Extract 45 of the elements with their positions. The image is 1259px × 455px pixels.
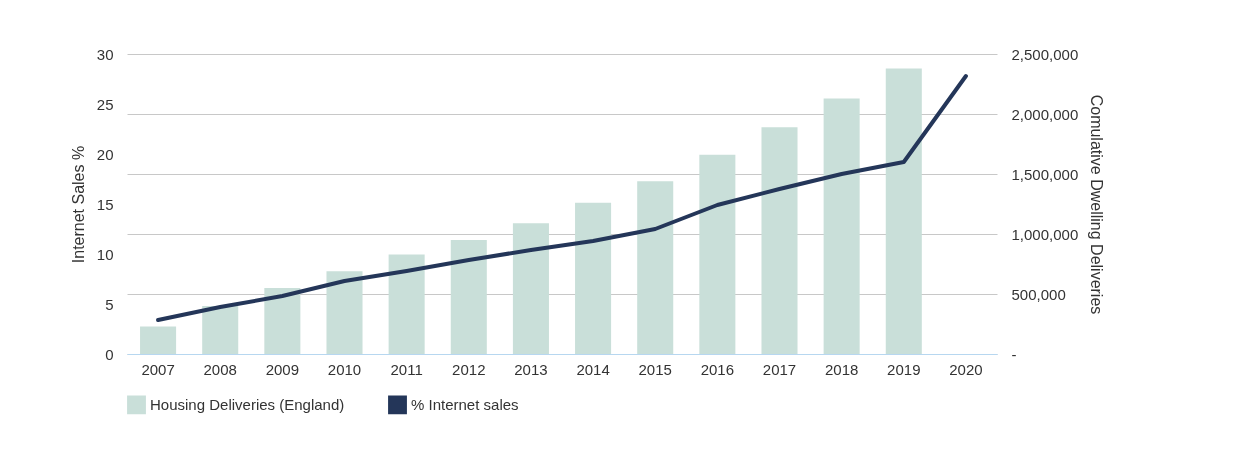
- bar: [699, 154, 736, 354]
- x-tick-label: 2011: [390, 360, 423, 378]
- bar: [885, 68, 922, 354]
- bar: [264, 288, 301, 354]
- y-tick-label: 5: [105, 295, 114, 313]
- y-tick-label: 25: [96, 95, 114, 113]
- bar: [202, 306, 239, 354]
- y-axis-title: Internet Sales %: [69, 145, 87, 264]
- bar: [450, 240, 487, 354]
- x-tick-label: 2007: [141, 360, 175, 378]
- y-tick-label: 15: [96, 195, 114, 213]
- x-tick-label: 2013: [514, 360, 548, 378]
- y-tick-label: 0: [105, 345, 114, 363]
- y2-axis-title: Comulative Dwelling Deliveries: [1088, 94, 1106, 315]
- y-tick-label: 10: [96, 245, 114, 263]
- line-series: [156, 74, 968, 322]
- bar: [326, 271, 363, 354]
- y-tick-label: 30: [96, 45, 114, 63]
- x-tick-label: 2012: [452, 360, 486, 378]
- bar: [823, 98, 860, 354]
- bar: [140, 326, 177, 354]
- x-tick-label: 2019: [887, 360, 921, 378]
- x-tick-label: 2016: [700, 360, 735, 378]
- y2-tick-label: 2,500,000: [1011, 45, 1079, 63]
- x-tick-label: 2009: [265, 360, 300, 378]
- y2-tick-label: -: [1011, 345, 1017, 363]
- x-tick-label: 2010: [327, 360, 362, 378]
- x-tick-label: 2017: [762, 360, 797, 378]
- legend-label: % Internet sales: [411, 395, 519, 413]
- x-tick-label: 2020: [949, 360, 983, 378]
- y-tick-label: 20: [96, 145, 114, 163]
- bar: [637, 181, 674, 354]
- y2-tick-label: 500,000: [1011, 285, 1066, 303]
- bar: [512, 223, 549, 354]
- y2-tick-label: 1,000,000: [1011, 225, 1079, 243]
- legend-label: Housing Deliveries (England): [150, 395, 345, 413]
- y2-tick-label: 1,500,000: [1011, 165, 1079, 183]
- bar: [761, 127, 798, 354]
- x-tick-label: 2018: [824, 360, 859, 378]
- bar: [575, 202, 612, 354]
- x-tick-label: 2014: [576, 360, 610, 378]
- x-tick-label: 2008: [203, 360, 237, 378]
- bar: [388, 254, 425, 354]
- y2-tick-label: 2,000,000: [1011, 105, 1079, 123]
- x-tick-label: 2015: [638, 360, 672, 378]
